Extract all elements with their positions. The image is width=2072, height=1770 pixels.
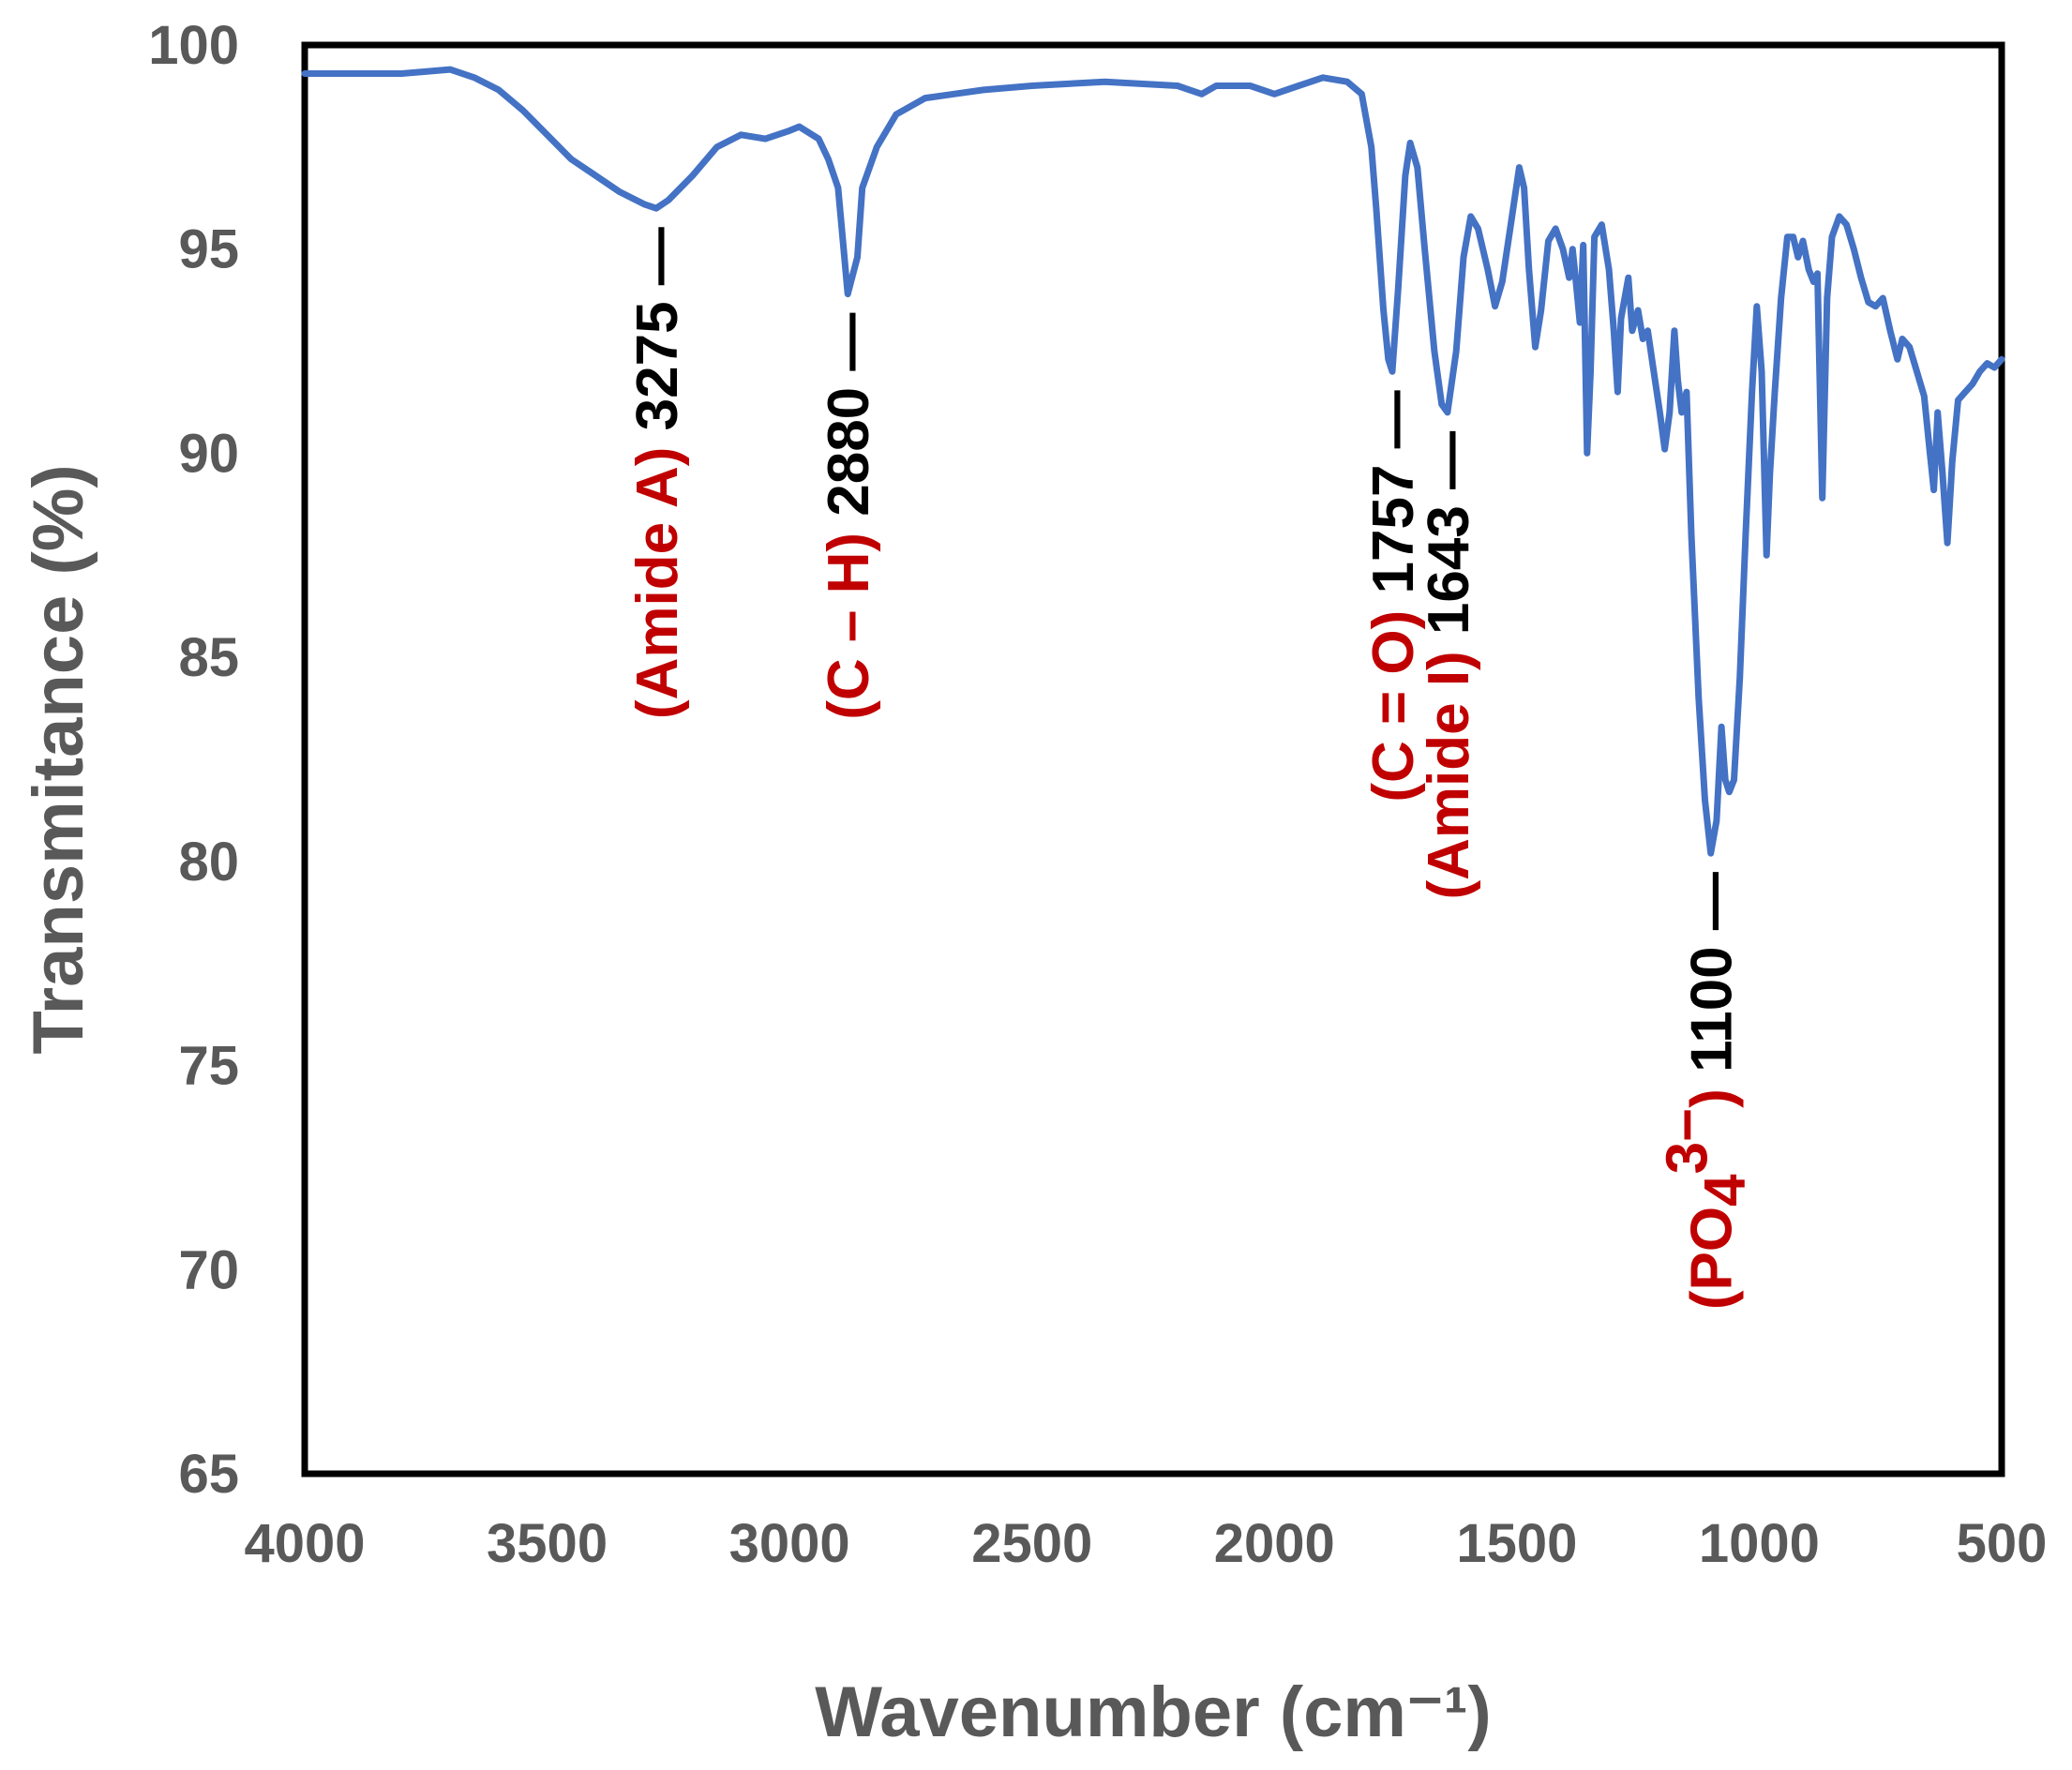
x-tick-labels: 4000 3500 3000 2500 2000 1500 1000 500	[244, 1513, 2047, 1574]
peak-label: (Amide I)	[1417, 651, 1481, 899]
x-axis-title: Wavenumber (cm⁻¹)	[815, 1672, 1491, 1752]
y-tick-label: 70	[178, 1239, 239, 1300]
peak-annotation: (PO43−) 1100 —	[1656, 872, 1758, 1310]
y-tick-label: 85	[178, 627, 239, 688]
peak-label-subscript: 4	[1693, 1174, 1758, 1207]
y-axis-title: Transmitance (%)	[19, 464, 98, 1054]
y-tick-label: 90	[178, 423, 239, 484]
peak-annotation: (Amide I) 1643 —	[1417, 431, 1481, 900]
peak-wavenumber: 1643 —	[1417, 431, 1481, 651]
peak-wavenumber: 1100 —	[1680, 872, 1745, 1088]
series-line	[301, 66, 2005, 857]
y-tick-label: 100	[148, 15, 239, 76]
peak-label: (Amide A)	[625, 447, 690, 719]
y-tick-label: 65	[178, 1444, 239, 1505]
peak-annotation: (Amide A) 3275 —	[625, 227, 690, 719]
peak-annotation: (C = O) 1757 —	[1361, 390, 1426, 802]
plot-frame	[301, 41, 2005, 1478]
peak-label: (C = O)	[1361, 610, 1426, 802]
x-tick-label: 500	[1957, 1513, 2048, 1574]
peak-annotation: (C – H) 2880 —	[817, 313, 881, 720]
peak-wavenumber: 2880 —	[817, 313, 881, 532]
peak-label-superscript: 3−	[1656, 1108, 1720, 1175]
x-tick-label: 3000	[729, 1513, 850, 1574]
x-tick-label: 2000	[1214, 1513, 1335, 1574]
x-tick-label: 2500	[971, 1513, 1092, 1574]
peak-label: (C – H)	[817, 532, 881, 720]
x-tick-label: 3500	[487, 1513, 608, 1574]
y-tick-label: 80	[178, 832, 239, 892]
x-tick-label: 1000	[1699, 1513, 1820, 1574]
peak-label-end: )	[1680, 1088, 1745, 1108]
y-tick-label: 95	[178, 219, 239, 280]
peak-wavenumber: 3275 —	[625, 227, 690, 446]
y-tick-label: 75	[178, 1036, 239, 1097]
peak-label: (PO	[1680, 1207, 1745, 1310]
peak-annotations: (Amide A) 3275 — (C – H) 2880 — (C = O) 17…	[625, 227, 1758, 1310]
x-tick-label: 4000	[244, 1513, 365, 1574]
peak-wavenumber: 1757 —	[1361, 390, 1426, 609]
x-tick-label: 1500	[1456, 1513, 1577, 1574]
y-tick-labels: 100 95 90 85 80 75 70 65	[148, 15, 239, 1505]
